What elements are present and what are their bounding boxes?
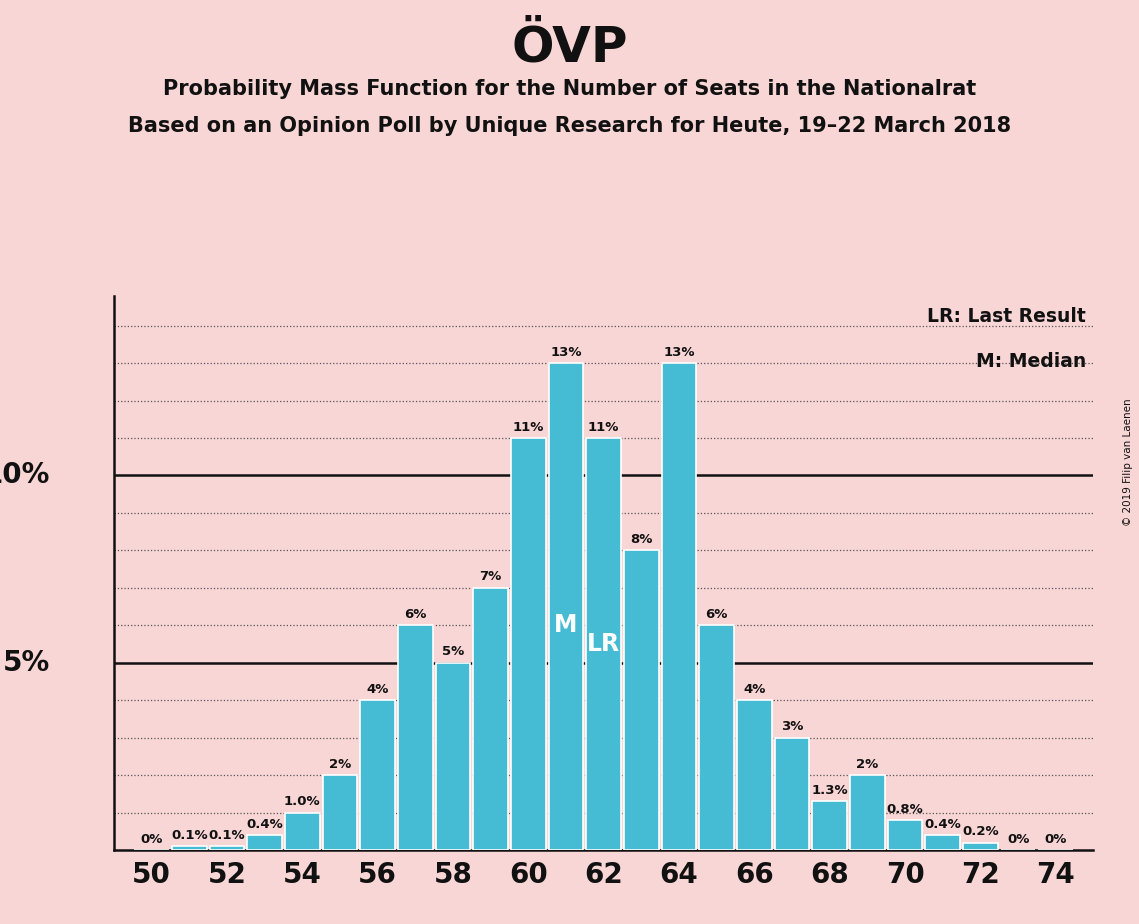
Text: M: Median: M: Median — [976, 352, 1085, 371]
Text: 0.8%: 0.8% — [886, 803, 924, 816]
Text: 0.4%: 0.4% — [246, 818, 282, 831]
Text: LR: Last Result: LR: Last Result — [927, 307, 1085, 326]
Bar — [172, 846, 206, 850]
Bar — [737, 700, 772, 850]
Text: 11%: 11% — [588, 420, 620, 433]
Text: 6%: 6% — [404, 608, 426, 621]
Bar — [887, 821, 923, 850]
Bar — [964, 843, 998, 850]
Text: 11%: 11% — [513, 420, 544, 433]
Bar — [699, 626, 734, 850]
Text: 5%: 5% — [442, 645, 464, 658]
Bar — [360, 700, 395, 850]
Bar — [925, 835, 960, 850]
Text: 2%: 2% — [857, 758, 878, 771]
Text: 4%: 4% — [743, 683, 765, 696]
Bar — [624, 551, 658, 850]
Text: 0.1%: 0.1% — [171, 829, 207, 842]
Text: 10%: 10% — [0, 461, 50, 490]
Bar — [398, 626, 433, 850]
Text: 13%: 13% — [663, 346, 695, 359]
Bar — [549, 363, 583, 850]
Text: M: M — [555, 614, 577, 638]
Text: ÖVP: ÖVP — [511, 23, 628, 71]
Text: 4%: 4% — [367, 683, 388, 696]
Bar — [210, 846, 244, 850]
Text: 6%: 6% — [705, 608, 728, 621]
Text: 0.1%: 0.1% — [208, 829, 245, 842]
Text: 5%: 5% — [3, 649, 50, 676]
Text: 3%: 3% — [781, 720, 803, 734]
Bar — [587, 438, 621, 850]
Text: Probability Mass Function for the Number of Seats in the Nationalrat: Probability Mass Function for the Number… — [163, 79, 976, 99]
Bar — [322, 775, 358, 850]
Bar — [247, 835, 282, 850]
Bar — [662, 363, 696, 850]
Text: 2%: 2% — [329, 758, 351, 771]
Text: 13%: 13% — [550, 346, 582, 359]
Text: 0.2%: 0.2% — [962, 825, 999, 838]
Bar — [474, 588, 508, 850]
Bar — [775, 737, 810, 850]
Text: 7%: 7% — [480, 570, 502, 583]
Text: 1.3%: 1.3% — [811, 784, 849, 796]
Bar — [285, 812, 320, 850]
Bar — [511, 438, 546, 850]
Text: 0%: 0% — [1044, 833, 1067, 845]
Bar — [435, 663, 470, 850]
Text: LR: LR — [587, 632, 621, 656]
Bar — [812, 801, 847, 850]
Text: 1.0%: 1.0% — [284, 796, 320, 808]
Text: 0.4%: 0.4% — [925, 818, 961, 831]
Text: 0%: 0% — [1007, 833, 1030, 845]
Text: 0%: 0% — [140, 833, 163, 845]
Bar — [850, 775, 885, 850]
Text: © 2019 Filip van Laenen: © 2019 Filip van Laenen — [1123, 398, 1133, 526]
Text: Based on an Opinion Poll by Unique Research for Heute, 19–22 March 2018: Based on an Opinion Poll by Unique Resea… — [128, 116, 1011, 136]
Text: 8%: 8% — [630, 533, 653, 546]
